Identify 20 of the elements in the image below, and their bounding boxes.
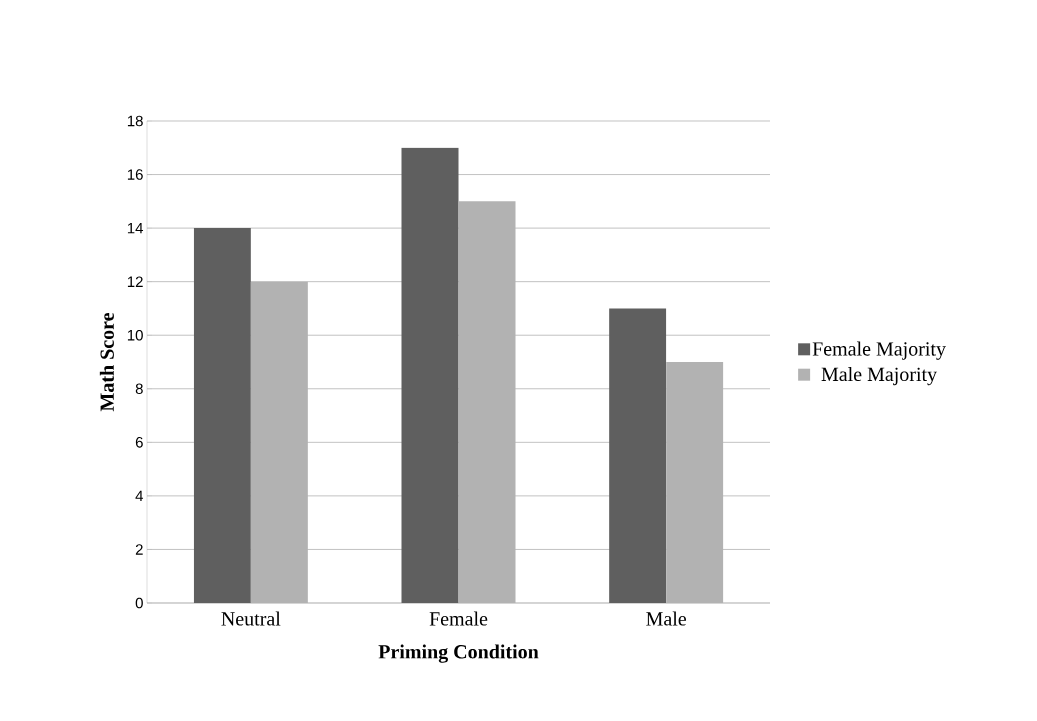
- y-tick-label: 16: [127, 169, 143, 180]
- y-tick-label: 6: [135, 437, 143, 448]
- y-tick-label: 4: [135, 490, 144, 502]
- bar: [401, 147, 459, 603]
- legend-label: Female Majority: [812, 341, 946, 360]
- legend-label: Male Majority: [821, 367, 938, 386]
- y-tick-label: 12: [127, 276, 143, 287]
- x-axis-title: Priming Condition: [378, 644, 539, 663]
- y-tick-label: 8: [135, 383, 143, 395]
- y-axis-title: Math Score: [99, 312, 114, 412]
- y-tick-label: 18: [127, 115, 143, 127]
- y-tick-label: 0: [135, 597, 143, 609]
- y-tick-label: 14: [127, 222, 144, 234]
- x-tick-label: Male: [646, 611, 687, 626]
- x-tick-label: Female: [429, 611, 488, 626]
- bar: [609, 308, 667, 603]
- y-tick-label: 10: [127, 329, 143, 341]
- bar: [193, 228, 251, 603]
- x-tick-label: Neutral: [221, 611, 281, 626]
- y-tick-label: 2: [135, 544, 143, 555]
